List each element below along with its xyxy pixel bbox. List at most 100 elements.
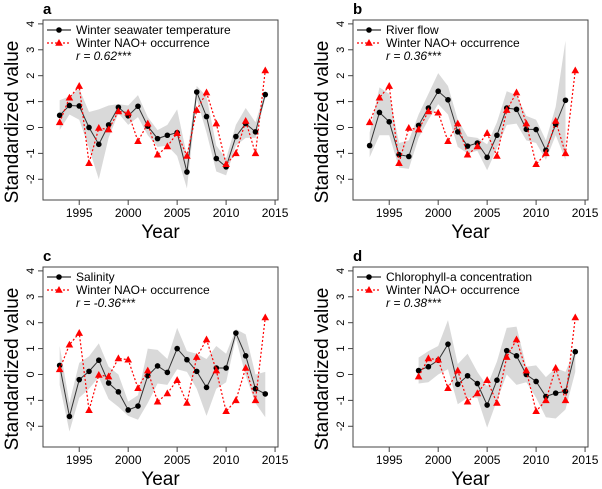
y-tick-label: 2 <box>335 320 347 326</box>
y-tick-label: 3 <box>335 294 347 300</box>
legend-label-primary: Salinity <box>76 270 115 284</box>
data-point-nao <box>251 149 260 157</box>
data-point-primary <box>56 112 63 119</box>
x-axis-label: Year <box>141 222 180 242</box>
x-tick-label: 2015 <box>262 206 289 220</box>
data-point-primary <box>572 348 579 355</box>
data-point-primary <box>464 143 471 149</box>
data-point-nao <box>55 118 64 126</box>
data-point-primary <box>115 104 122 111</box>
data-point-primary <box>533 126 539 133</box>
legend-label-nao: Winter NAO+ occurrence <box>386 36 520 50</box>
data-point-primary <box>494 132 500 139</box>
data-point-nao <box>571 313 580 321</box>
x-tick-label: 2005 <box>164 453 191 467</box>
data-point-nao <box>493 151 501 159</box>
data-point-primary <box>66 413 73 420</box>
y-tick-label: 2 <box>25 320 37 326</box>
data-point-nao <box>261 66 270 74</box>
data-point-nao <box>571 66 580 74</box>
data-point-primary <box>174 345 180 352</box>
data-point-primary <box>125 407 131 413</box>
data-point-nao <box>192 353 201 360</box>
x-tick-label: 2010 <box>213 206 240 220</box>
x-tick-label: 2000 <box>115 206 142 220</box>
data-point-primary <box>562 388 569 395</box>
data-point-nao <box>143 119 152 127</box>
data-point-nao <box>502 353 511 360</box>
data-point-primary <box>484 154 490 161</box>
correlation-annotation: r = 0.38*** <box>386 296 441 310</box>
y-tick-label: -2 <box>25 421 37 431</box>
panel-label: d <box>353 248 362 265</box>
legend-label-primary: Winter seawater temperature <box>76 23 231 37</box>
plot-frame <box>42 19 279 201</box>
data-point-nao <box>85 406 93 414</box>
data-point-primary <box>513 106 520 113</box>
data-point-nao <box>202 335 211 343</box>
data-point-nao <box>444 384 452 392</box>
panel-label: a <box>43 1 52 18</box>
data-point-primary <box>503 347 510 354</box>
data-point-primary <box>105 380 112 386</box>
confidence-band <box>59 327 266 432</box>
data-point-nao <box>134 384 142 392</box>
x-tick-label: 2005 <box>474 206 501 220</box>
x-tick-label: 1995 <box>376 206 403 220</box>
series-line-nao <box>59 317 266 413</box>
data-point-nao <box>75 82 84 89</box>
data-point-nao <box>65 340 74 348</box>
data-point-primary <box>233 133 239 140</box>
panel-label: c <box>43 248 51 265</box>
confidence-band <box>418 320 576 428</box>
data-point-primary <box>164 132 171 139</box>
data-point-primary <box>415 367 422 374</box>
data-point-nao <box>385 82 394 89</box>
data-point-nao <box>532 160 540 168</box>
x-tick-label: 2005 <box>164 206 191 220</box>
plot-frame <box>352 19 589 201</box>
correlation-annotation: r = 0.62*** <box>76 49 131 63</box>
y-tick-label: 1 <box>25 346 37 352</box>
legend-marker-nao <box>55 39 63 46</box>
data-point-nao <box>241 364 250 371</box>
data-point-primary <box>513 353 520 359</box>
x-axis-label: Year <box>451 469 490 487</box>
data-point-nao <box>483 376 491 383</box>
y-tick-label: 1 <box>335 346 347 352</box>
x-tick-label: 2000 <box>425 206 452 220</box>
data-point-primary <box>445 96 451 103</box>
data-point-primary <box>193 89 200 95</box>
data-point-nao <box>551 364 560 371</box>
y-tick-label: 3 <box>335 47 347 53</box>
data-point-nao <box>222 407 230 415</box>
data-point-primary <box>262 391 269 397</box>
x-tick-label: 2015 <box>572 453 599 467</box>
data-point-primary <box>135 103 141 110</box>
data-point-nao <box>85 159 93 167</box>
data-point-nao <box>483 129 491 136</box>
data-point-nao <box>473 389 482 397</box>
panel-c: c -2 -1 0 1 2 3 4 1995 2000 2005 2010 2015 Year Standa… <box>0 247 300 489</box>
x-tick-label: 2015 <box>262 453 289 467</box>
series-line-nao <box>369 70 576 166</box>
data-point-nao <box>512 88 521 96</box>
data-point-primary <box>184 356 190 363</box>
data-point-nao <box>473 142 482 150</box>
data-point-primary <box>203 113 210 120</box>
data-point-primary <box>494 377 500 383</box>
y-tick-label: 2 <box>25 73 37 79</box>
data-point-primary <box>425 363 432 370</box>
data-point-nao <box>183 151 191 159</box>
data-point-primary <box>115 389 122 395</box>
data-point-nao <box>414 125 423 133</box>
data-point-nao <box>434 355 442 363</box>
data-point-nao <box>173 129 181 136</box>
y-tick-label: -2 <box>335 174 347 184</box>
x-tick-label: 2015 <box>572 206 599 220</box>
data-point-nao <box>95 371 103 378</box>
x-tick-label: 1995 <box>376 453 403 467</box>
data-point-primary <box>96 357 102 364</box>
series-line-nao <box>59 70 266 166</box>
data-point-nao <box>261 313 270 321</box>
